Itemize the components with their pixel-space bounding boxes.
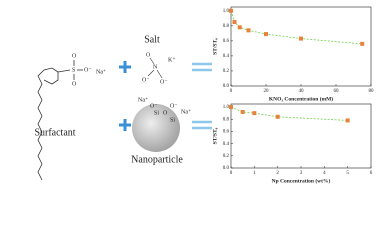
salt-structure xyxy=(147,57,163,79)
y-tick-label: 0.6 xyxy=(223,130,230,135)
point xyxy=(240,109,245,114)
y-axis-label: ST/ST₀ xyxy=(212,127,218,144)
x-tick-label: 20 xyxy=(264,89,270,94)
atom: O⁻ xyxy=(142,77,150,83)
surfactant-label: Surfactant xyxy=(34,127,75,138)
figure: O S O O⁻ Na⁺ Surfactant Salt O N O⁻ O⁻ K… xyxy=(34,6,375,184)
y-tick-label: 0.8 xyxy=(223,24,230,29)
y-tick-label: 0.2 xyxy=(223,69,230,74)
x-tick-label: 0 xyxy=(230,89,233,94)
y-tick-label: 0.0 xyxy=(223,84,230,89)
y-tick-label: 0.6 xyxy=(223,39,230,44)
atom: O⁻ xyxy=(160,79,168,85)
y-axis-label: ST/ST₀ xyxy=(212,38,218,55)
plot-frame xyxy=(230,103,372,169)
y-tick-label: 0.4 xyxy=(223,142,230,147)
point xyxy=(246,28,251,33)
x-tick-label: 5 xyxy=(346,171,349,176)
x-tick-label: 3 xyxy=(300,171,303,176)
atom: O xyxy=(72,81,77,87)
plus-signs xyxy=(119,61,131,131)
y-tick-label: 1.0 xyxy=(223,9,230,14)
x-tick-label: 4 xyxy=(323,171,326,176)
point xyxy=(252,111,257,116)
x-tick-label: 2 xyxy=(276,171,279,176)
y-tick-label: 1.0 xyxy=(223,105,230,110)
atom: K⁺ xyxy=(168,56,176,63)
atom: Na⁺ xyxy=(138,96,148,103)
point xyxy=(237,25,242,30)
x-axis-label: Np Concentration (wt%) xyxy=(272,177,331,184)
x-tick-label: 80 xyxy=(369,89,375,94)
atom: Na⁺ xyxy=(96,68,106,75)
point xyxy=(264,32,268,37)
atom: O xyxy=(72,53,77,59)
y-tick-label: 0.8 xyxy=(223,117,230,122)
x-tick-label: 6 xyxy=(370,171,373,176)
x-axis-label: KNO₃ Concentration (mM) xyxy=(269,95,333,102)
atom: Na⁺ xyxy=(181,108,191,115)
fit-line xyxy=(230,10,363,45)
point xyxy=(229,105,233,110)
point xyxy=(360,41,365,46)
surfactant-structure xyxy=(37,60,83,181)
y-tick-label: 0.2 xyxy=(223,154,230,159)
atom: Si xyxy=(154,110,159,116)
point xyxy=(275,114,280,119)
x-tick-label: 0 xyxy=(230,171,233,176)
point xyxy=(299,36,303,41)
nanoparticle xyxy=(132,104,180,152)
atom: O⁻ xyxy=(170,103,178,109)
y-tick-label: 0.4 xyxy=(223,54,230,59)
fit-line xyxy=(230,106,348,121)
x-tick-label: 60 xyxy=(334,89,340,94)
x-tick-label: 1 xyxy=(253,171,256,176)
salt-label: Salt xyxy=(144,34,160,45)
equal-signs xyxy=(192,62,212,130)
point xyxy=(232,20,237,25)
y-tick-label: 0.0 xyxy=(223,166,230,171)
plot-frame xyxy=(230,6,372,87)
point xyxy=(345,118,350,123)
atom: O⁻ xyxy=(84,67,92,73)
atom: Si xyxy=(170,117,175,123)
atom: S xyxy=(72,67,75,73)
nanoparticle-label: Nanoparticle xyxy=(131,154,183,165)
atom: O xyxy=(163,110,168,116)
atom: N xyxy=(153,64,158,70)
point xyxy=(229,8,233,13)
atom: O xyxy=(146,52,151,58)
atom: O⁻ xyxy=(150,103,158,109)
x-tick-label: 40 xyxy=(299,89,305,94)
